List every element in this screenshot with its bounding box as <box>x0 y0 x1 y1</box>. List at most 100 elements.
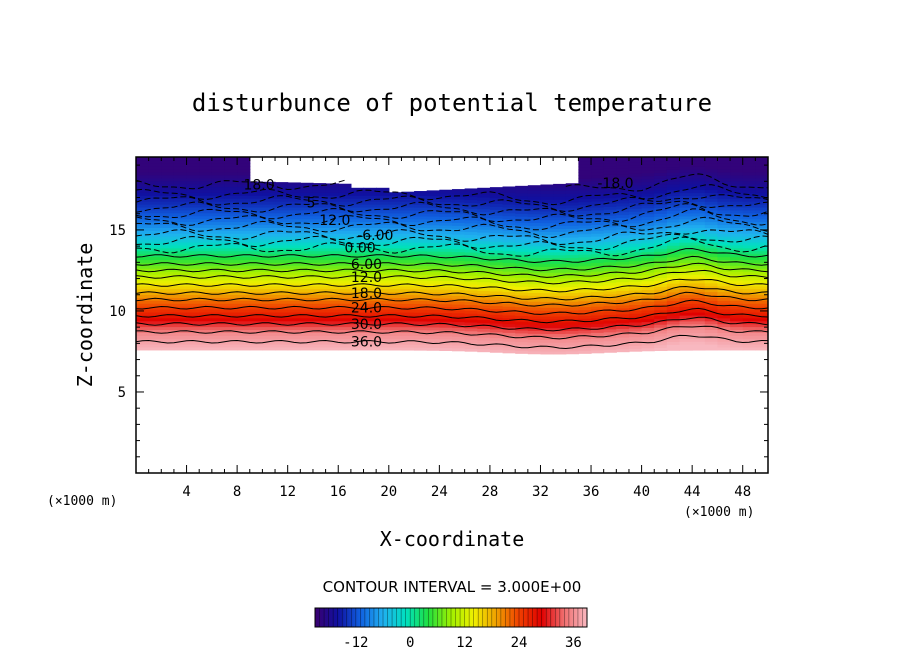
field-cell <box>477 202 491 207</box>
contour-label: 12.0 <box>319 213 350 229</box>
field-cell <box>136 166 150 170</box>
field-cell <box>161 344 175 348</box>
field-cell <box>704 218 719 223</box>
field-cell <box>325 241 339 246</box>
field-cell <box>249 309 263 313</box>
field-cell <box>717 174 731 179</box>
field-cell <box>224 346 238 351</box>
field-cell <box>704 233 719 237</box>
field-cell <box>325 195 339 199</box>
field-cell <box>224 297 238 301</box>
field-cell <box>249 306 263 310</box>
field-cell <box>388 279 403 284</box>
field-cell <box>464 188 478 192</box>
field-cell <box>578 239 592 244</box>
field-cell <box>275 183 289 188</box>
field-cell <box>401 192 415 196</box>
field-cell <box>553 190 567 195</box>
field-cell <box>414 265 428 269</box>
field-cell <box>186 259 200 263</box>
field-cell <box>515 186 529 191</box>
field-cell <box>477 252 491 256</box>
field-cell <box>224 183 238 188</box>
field-cell <box>666 230 681 235</box>
field-cell <box>237 282 251 287</box>
field-cell <box>199 183 213 188</box>
field-cell <box>578 181 592 185</box>
field-cell <box>363 201 377 205</box>
field-cell <box>136 250 150 255</box>
field-cell <box>641 347 655 352</box>
field-cell <box>350 265 365 269</box>
field-cell <box>742 317 756 322</box>
field-cell <box>717 317 731 322</box>
field-cell <box>350 236 365 240</box>
field-cell <box>654 341 668 346</box>
field-cell <box>312 186 327 191</box>
field-cell <box>275 311 289 316</box>
field-cell <box>338 250 352 255</box>
field-cell <box>161 309 175 313</box>
field-cell <box>199 311 213 316</box>
field-cell <box>376 274 390 278</box>
field-cell <box>628 275 643 279</box>
field-cell <box>502 215 516 220</box>
field-cell <box>742 259 756 263</box>
field-cell <box>553 202 567 206</box>
field-cell <box>755 320 768 325</box>
field-cell <box>161 247 175 252</box>
field-cell <box>717 256 731 261</box>
field-cell <box>666 329 681 334</box>
field-cell <box>527 321 542 326</box>
field-cell <box>224 160 238 164</box>
field-cell <box>249 303 263 307</box>
field-cell <box>679 230 693 234</box>
field-cell <box>186 201 200 205</box>
field-cell <box>515 256 529 261</box>
field-cell <box>199 285 213 290</box>
field-cell <box>616 220 630 224</box>
field-cell <box>452 315 466 320</box>
field-cell <box>553 336 567 340</box>
field-cell <box>312 279 327 284</box>
field-cell <box>211 206 226 211</box>
field-cell <box>173 157 188 161</box>
field-cell <box>199 236 213 240</box>
field-cell <box>401 195 415 199</box>
field-cell <box>237 174 251 179</box>
field-cell <box>224 344 238 348</box>
field-cell <box>224 335 238 339</box>
field-cell <box>502 262 516 266</box>
field-cell <box>161 212 175 217</box>
field-cell <box>742 309 756 313</box>
field-cell <box>376 294 390 298</box>
field-cell <box>641 169 655 174</box>
field-cell <box>199 300 213 304</box>
field-cell <box>376 227 390 231</box>
field-cell <box>312 276 327 281</box>
field-cell <box>515 277 529 281</box>
field-cell <box>616 179 630 184</box>
field-cell <box>262 276 276 281</box>
field-cell <box>477 249 491 254</box>
field-cell <box>641 304 655 308</box>
field-cell <box>527 245 542 250</box>
field-cell <box>679 306 693 310</box>
field-cell <box>300 201 314 205</box>
field-cell <box>287 306 301 310</box>
field-cell <box>325 201 339 205</box>
field-cell <box>565 266 579 270</box>
field-cell <box>439 318 453 322</box>
field-cell <box>173 215 188 220</box>
field-cell <box>338 239 352 243</box>
field-cell <box>237 256 251 261</box>
field-cell <box>452 333 466 337</box>
field-cell <box>755 271 768 275</box>
field-cell <box>742 215 756 220</box>
field-cell <box>338 262 352 266</box>
field-cell <box>565 277 579 282</box>
field-cell <box>452 269 466 273</box>
field-cell <box>704 326 719 331</box>
field-cell <box>603 165 617 169</box>
field-cell <box>350 256 365 261</box>
